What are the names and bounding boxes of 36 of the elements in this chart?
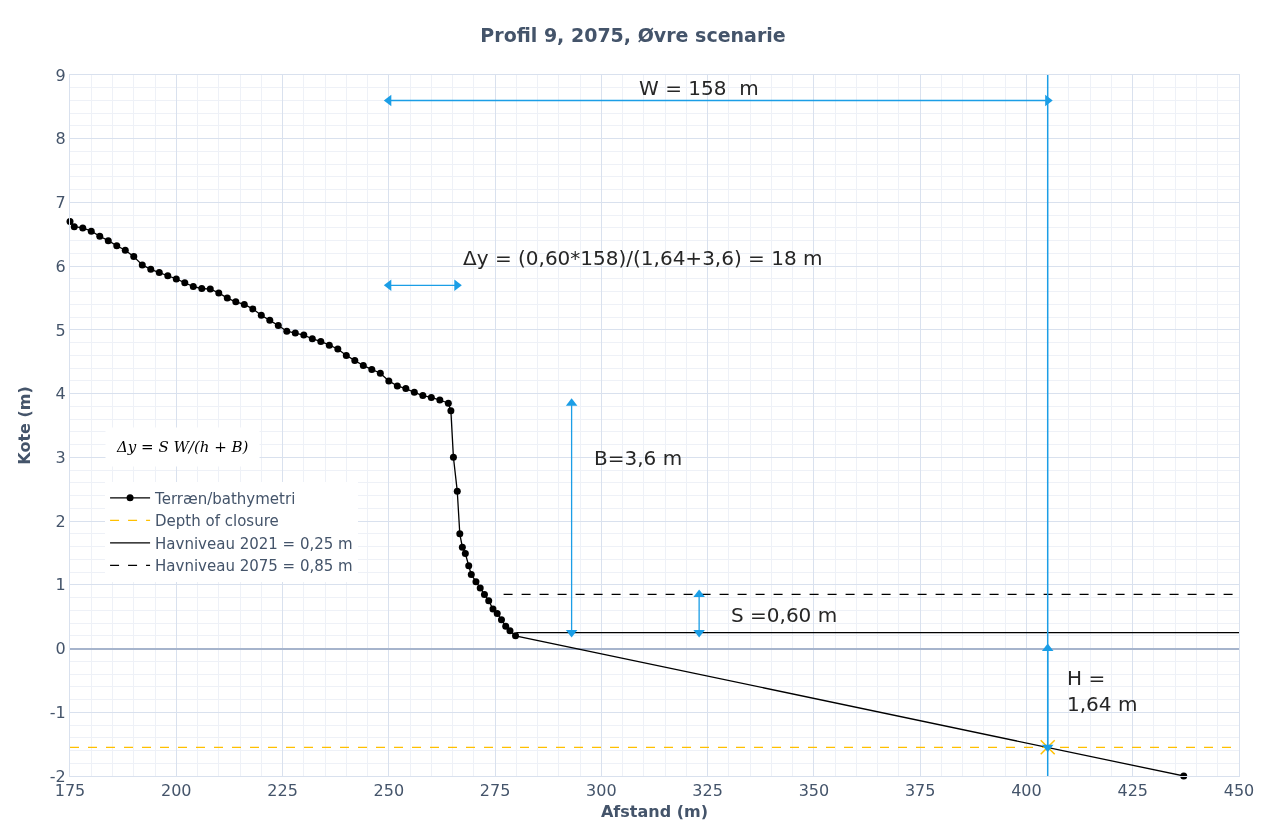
y-tick-label: 2 xyxy=(55,511,66,531)
annotation: B=3,6 m xyxy=(594,446,683,470)
y-tick-label: 8 xyxy=(55,129,66,149)
y-tick-label: 1 xyxy=(55,575,66,595)
x-tick-label: 350 xyxy=(798,781,830,801)
x-tick-label: 200 xyxy=(161,781,192,801)
y-tick-label: 4 xyxy=(55,384,66,404)
x-tick-label: 175 xyxy=(54,781,86,801)
chart-title: Profil 9, 2075, Øvre scenarie xyxy=(480,24,786,47)
y-tick-label: 3 xyxy=(55,447,66,467)
y-axis-title: Kote (m) xyxy=(14,386,34,465)
x-tick-label: 225 xyxy=(267,781,298,801)
x-tick-label: 300 xyxy=(586,781,617,801)
y-tick-label: 7 xyxy=(55,193,66,213)
x-tick-label: 425 xyxy=(1117,781,1148,801)
annotation: W = 158 m xyxy=(639,76,759,100)
x-tick-label: 275 xyxy=(479,781,511,801)
y-tick-label: 9 xyxy=(55,65,66,85)
legend-label: Terræn/bathymetri xyxy=(154,489,296,508)
y-tick-label: 5 xyxy=(55,320,66,340)
annotation: Δy = (0,60*158)/(1,64+3,6) = 18 m xyxy=(463,246,823,270)
legend-label: Havniveau 2021 = 0,25 m xyxy=(155,534,353,553)
legend-label: Havniveau 2075 = 0,85 m xyxy=(155,557,353,576)
annotation: H = 1,64 m xyxy=(1067,666,1138,716)
y-tick-label: 6 xyxy=(55,256,66,276)
annotation: S =0,60 m xyxy=(731,603,838,627)
annotation: Δy = S W/(h + B) xyxy=(116,438,249,456)
y-tick-label: -1 xyxy=(49,702,66,722)
x-tick-label: 375 xyxy=(904,781,936,801)
legend-label: Depth of closure xyxy=(155,512,279,531)
x-tick-label: 400 xyxy=(1011,781,1042,801)
x-axis-title: Afstand (m) xyxy=(600,801,709,821)
y-tick-label: 0 xyxy=(55,639,66,659)
x-tick-label: 250 xyxy=(373,781,405,801)
x-tick-label: 325 xyxy=(692,781,723,801)
x-tick-label: 450 xyxy=(1223,781,1255,801)
